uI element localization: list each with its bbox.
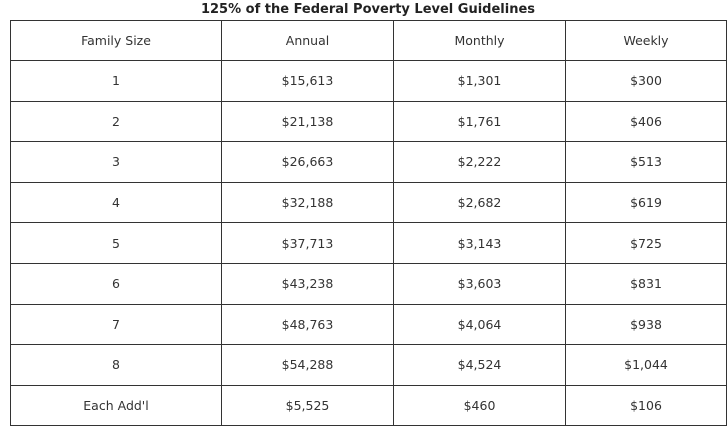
annual-cell: $43,238 [221,262,394,305]
annual-cell: $54,288 [221,344,394,386]
family-size-cell: 5 [10,222,222,264]
weekly-cell: $1,044 [565,344,727,386]
weekly-cell: $831 [565,262,727,305]
family-size-cell: Each Add'l [10,384,222,427]
monthly-cell: $3,603 [393,262,566,305]
annual-cell: $5,525 [221,384,394,427]
column-header-annual: Annual [221,20,394,61]
table-row: 8 $54,288 $4,524 $1,044 [10,344,727,386]
annual-cell: $26,663 [221,141,394,183]
table-row: 4 $32,188 $2,682 $619 [10,181,727,224]
annual-cell: $32,188 [221,181,394,224]
weekly-cell: $725 [565,222,727,264]
weekly-cell: $938 [565,303,727,346]
family-size-cell: 1 [10,60,222,102]
table-row: 7 $48,763 $4,064 $938 [10,303,727,346]
table-caption: 125% of the Federal Poverty Level Guidel… [200,2,536,17]
monthly-cell: $4,064 [393,303,566,346]
family-size-cell: 2 [10,100,222,143]
monthly-cell: $3,143 [393,222,566,264]
family-size-cell: 4 [10,181,222,224]
weekly-cell: $406 [565,100,727,143]
table-row: 1 $15,613 $1,301 $300 [10,60,727,102]
monthly-cell: $1,301 [393,60,566,102]
poverty-guidelines-table: Family Size Annual Monthly Weekly 1 $15,… [10,20,727,427]
table-row: 5 $37,713 $3,143 $725 [10,222,727,264]
monthly-cell: $4,524 [393,344,566,386]
table-header-row: Family Size Annual Monthly Weekly [10,20,727,61]
column-header-family-size: Family Size [10,20,222,61]
annual-cell: $21,138 [221,100,394,143]
table-row: 2 $21,138 $1,761 $406 [10,100,727,143]
family-size-cell: 7 [10,303,222,346]
family-size-cell: 6 [10,262,222,305]
weekly-cell: $619 [565,181,727,224]
table-row: 6 $43,238 $3,603 $831 [10,262,727,305]
table-row: Each Add'l $5,525 $460 $106 [10,384,727,427]
annual-cell: $37,713 [221,222,394,264]
annual-cell: $15,613 [221,60,394,102]
family-size-cell: 8 [10,344,222,386]
monthly-cell: $2,682 [393,181,566,224]
monthly-cell: $460 [393,384,566,427]
weekly-cell: $300 [565,60,727,102]
family-size-cell: 3 [10,141,222,183]
monthly-cell: $2,222 [393,141,566,183]
annual-cell: $48,763 [221,303,394,346]
column-header-monthly: Monthly [393,20,566,61]
column-header-weekly: Weekly [565,20,727,61]
monthly-cell: $1,761 [393,100,566,143]
weekly-cell: $513 [565,141,727,183]
table-row: 3 $26,663 $2,222 $513 [10,141,727,183]
weekly-cell: $106 [565,384,727,427]
